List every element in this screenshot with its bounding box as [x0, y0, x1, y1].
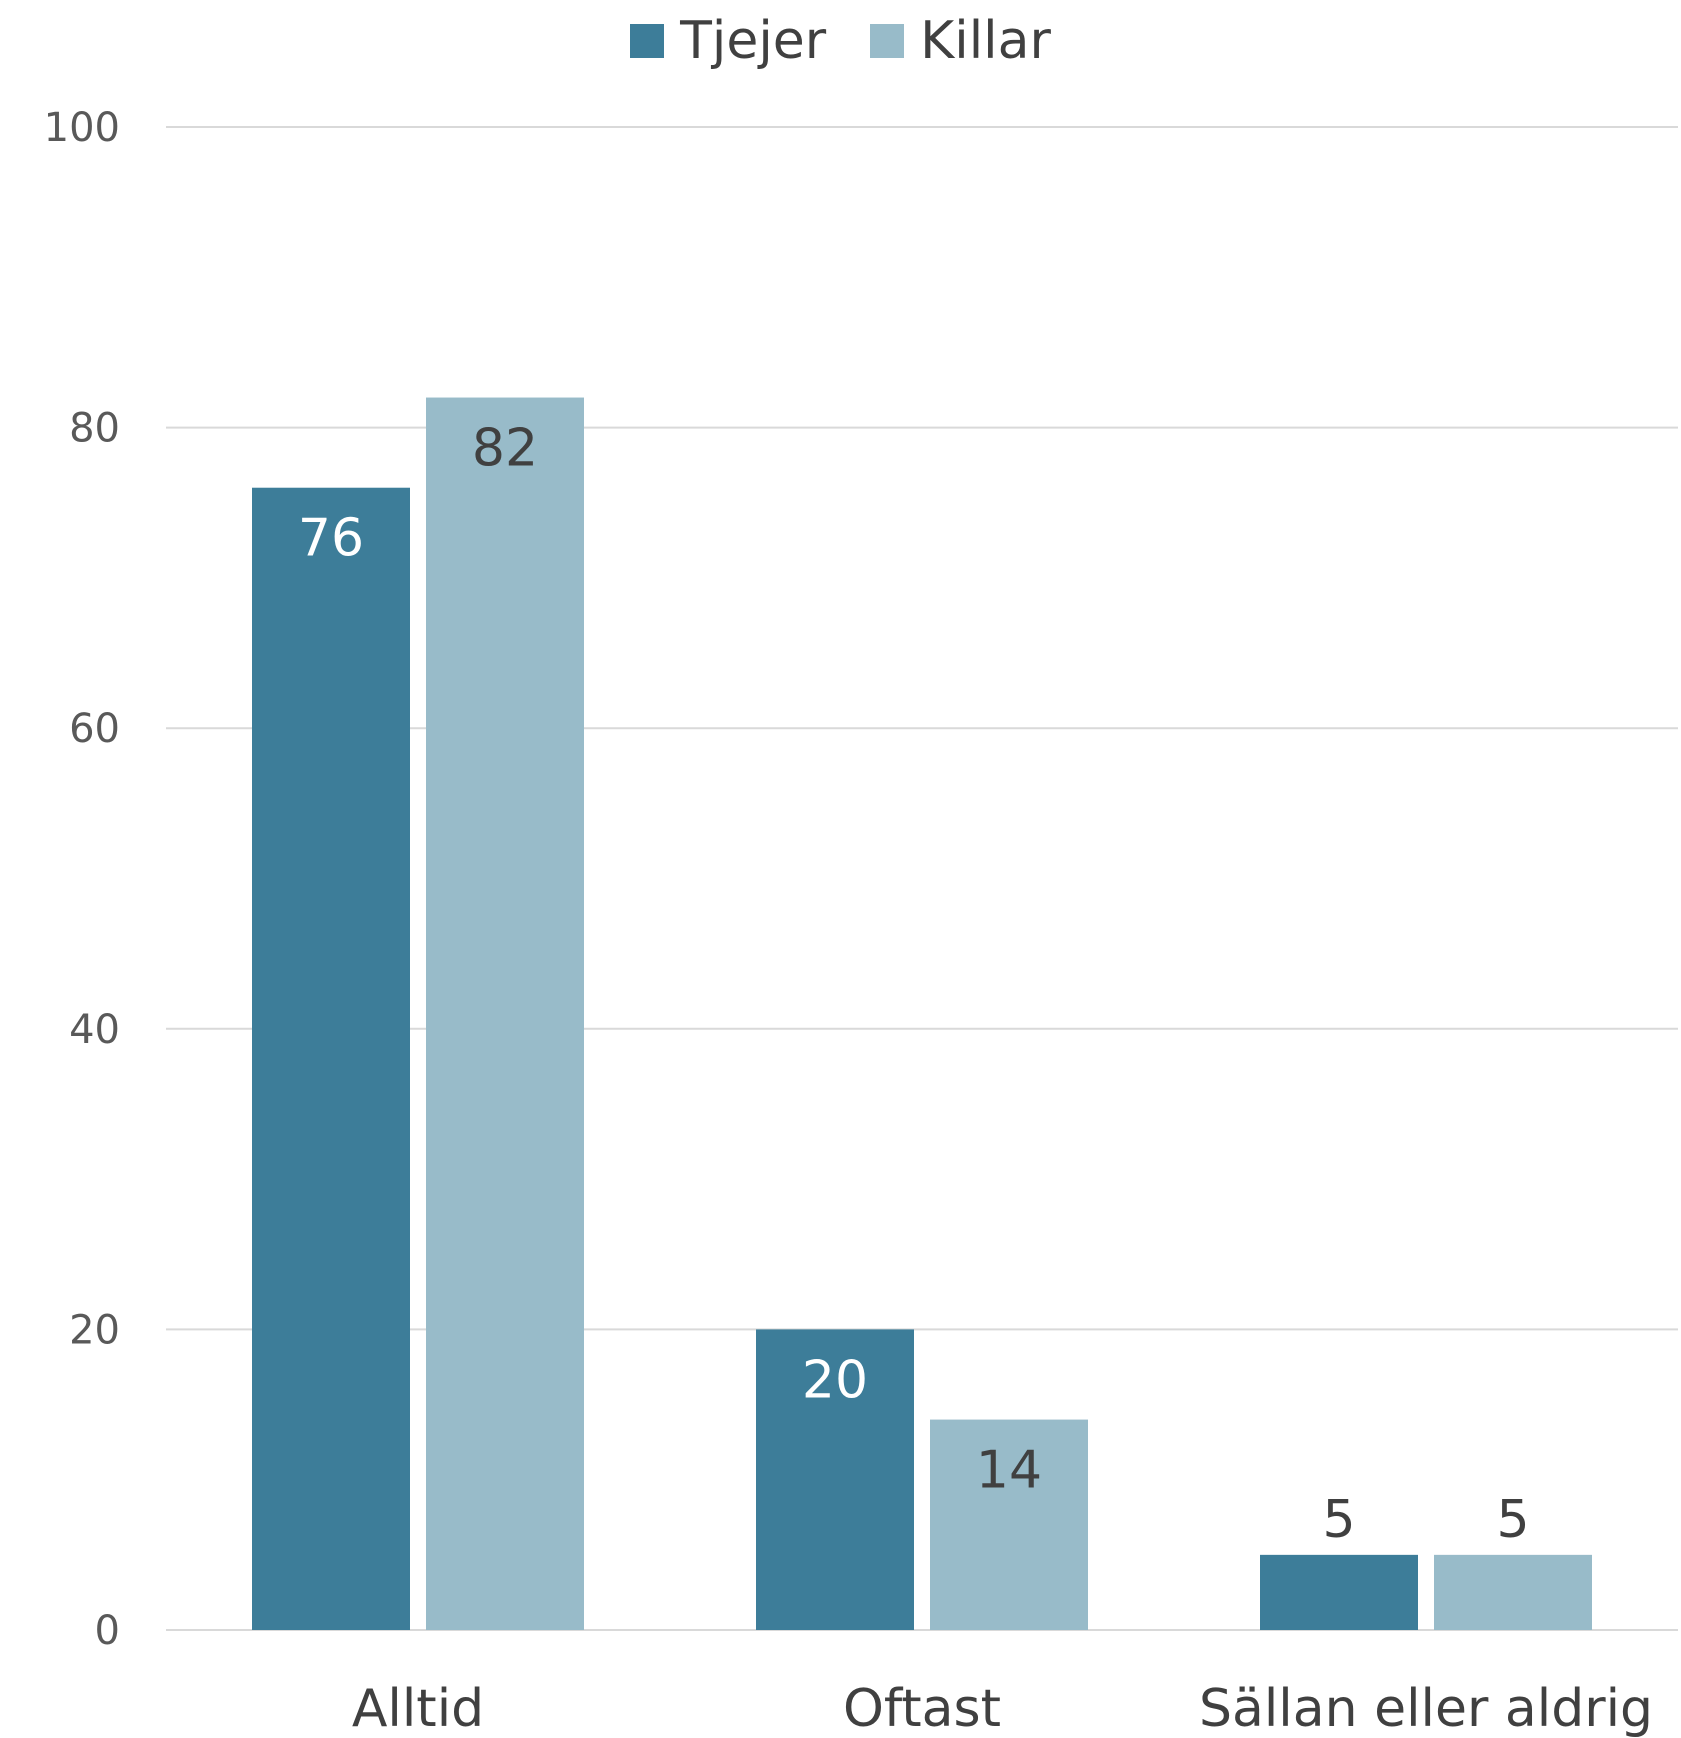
bar-2-2 — [930, 1419, 1088, 1630]
x-category-label-2: Oftast — [843, 1679, 1001, 1738]
legend-label-series-1: Tjejer — [680, 11, 827, 71]
legend-swatch-series-1 — [630, 24, 665, 58]
x-category-label-3: Sällan eller aldrig — [1199, 1679, 1653, 1738]
x-axis-categories: Alltid Oftast Sällan eller aldrig — [352, 1679, 1653, 1738]
y-tick-label-40: 40 — [69, 1007, 120, 1053]
legend-item-series-1: Tjejer — [630, 11, 826, 71]
x-category-label-1: Alltid — [352, 1679, 484, 1738]
data-label-1-1: 76 — [298, 509, 364, 569]
data-label-1-2: 20 — [802, 1350, 868, 1410]
gridlines — [166, 126, 1678, 1631]
y-tick-label-100: 100 — [44, 105, 120, 151]
bar-1-3 — [1260, 1554, 1418, 1630]
y-tick-label-80: 80 — [69, 406, 120, 452]
bar-2-1 — [426, 397, 584, 1630]
chart-legend: Tjejer Killar — [0, 6, 1681, 76]
legend-item-series-2: Killar — [870, 11, 1051, 71]
bars — [252, 397, 1592, 1631]
bar-1-1 — [252, 487, 410, 1631]
bar-2-3 — [1434, 1554, 1592, 1630]
data-label-2-1: 82 — [472, 419, 538, 479]
legend-swatch-series-2 — [870, 24, 905, 58]
y-tick-label-0: 0 — [95, 1608, 120, 1654]
legend-label-series-2: Killar — [920, 11, 1051, 71]
y-axis-ticks: 0 20 40 60 80 100 — [44, 105, 120, 1654]
bar-1-2 — [756, 1329, 914, 1630]
data-labels: 76 82 20 14 5 5 — [298, 419, 1530, 1550]
y-tick-label-20: 20 — [69, 1307, 120, 1353]
data-label-2-3: 5 — [1496, 1490, 1529, 1550]
data-label-2-2: 14 — [976, 1441, 1042, 1501]
data-label-1-3: 5 — [1322, 1490, 1355, 1550]
y-tick-label-60: 60 — [69, 706, 120, 752]
